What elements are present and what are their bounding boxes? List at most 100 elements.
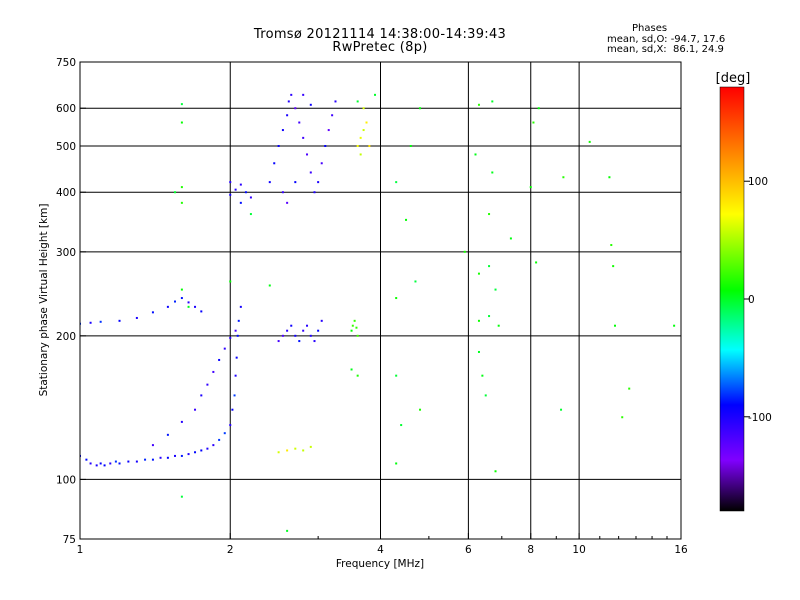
data-point-s1-10: [234, 329, 237, 332]
data-point-s6-6: [359, 153, 362, 156]
data-point-s7-0: [350, 329, 353, 332]
data-point-s0-21: [212, 444, 215, 447]
data-point-s0-9: [127, 460, 130, 463]
data-point-s5-6: [290, 93, 293, 96]
data-point-s6-4: [368, 144, 371, 147]
data-point-s1-1: [166, 433, 169, 436]
data-point-s0-30: [237, 319, 240, 322]
data-point-s3-8: [309, 334, 312, 337]
data-point-s7-3: [355, 326, 358, 329]
data-point-s5-10: [306, 153, 309, 156]
data-point-s3-1: [281, 334, 284, 337]
colorbar-label: [deg]: [716, 71, 751, 86]
data-point-s3-7: [306, 324, 309, 327]
data-point-s9-1: [180, 121, 183, 124]
data-point-s0-8: [118, 462, 121, 465]
data-point-s9-53: [613, 324, 616, 327]
y-axis-label: Stationary phase Virtual Height [km]: [38, 204, 50, 397]
data-point-s9-23: [414, 280, 417, 283]
data-point-s5-0: [268, 181, 271, 184]
data-point-s0-25: [231, 408, 234, 411]
data-point-s5-1: [273, 162, 276, 165]
y-tick-label: 600: [56, 103, 76, 115]
data-point-s5-14: [320, 162, 323, 165]
data-point-s8-3: [302, 449, 305, 452]
data-point-s9-32: [481, 374, 484, 377]
data-point-s2-10: [194, 305, 197, 308]
data-point-s0-19: [200, 449, 203, 452]
data-point-s9-12: [350, 368, 353, 371]
data-point-s9-0: [180, 103, 183, 106]
data-point-s3-0: [277, 340, 280, 343]
data-point-s9-7: [187, 305, 190, 308]
data-point-s1-6: [212, 370, 215, 373]
data-point-s9-2: [180, 186, 183, 189]
data-point-s9-11: [286, 529, 289, 532]
data-point-s7-2: [353, 319, 356, 322]
data-point-s3-5: [298, 340, 301, 343]
data-point-s9-25: [419, 107, 422, 110]
data-point-s9-49: [588, 140, 591, 143]
data-point-s6-5: [362, 107, 365, 110]
data-point-s2-5: [151, 311, 154, 314]
data-point-s4-4: [249, 196, 252, 199]
data-point-s0-16: [180, 454, 183, 457]
y-tick-label: 300: [56, 247, 76, 259]
data-point-s2-1: [89, 321, 92, 324]
data-point-s8-0: [277, 451, 280, 454]
data-point-s5-3: [281, 129, 284, 132]
data-point-s9-47: [560, 408, 563, 411]
x-tick-label: 1: [77, 544, 84, 556]
data-point-s9-22: [409, 144, 412, 147]
data-point-s4-1: [234, 188, 237, 191]
data-point-s0-11: [144, 458, 147, 461]
phases-header: Phases: [632, 23, 668, 34]
colorbar-ticks: 100 0 -100: [744, 176, 772, 424]
data-point-s9-13: [356, 374, 359, 377]
data-point-s9-8: [229, 280, 232, 283]
data-point-s5-18: [334, 100, 337, 103]
data-point-s9-36: [488, 315, 491, 318]
data-point-s5-9: [302, 136, 305, 139]
x-tick-label: 2: [227, 544, 234, 556]
y-tick-label: 75: [63, 534, 76, 546]
axis-ticks: 1 2 4 6 8 10 16 75 100 200 300 400 500 600 750: [56, 57, 688, 556]
data-point-s9-10: [268, 284, 271, 287]
data-point-s8-2: [294, 447, 297, 450]
data-point-s0-5: [103, 464, 106, 467]
data-point-s0-2: [89, 462, 92, 465]
data-point-s0-24: [229, 424, 232, 427]
data-point-s3-3: [290, 324, 293, 327]
data-point-s9-27: [474, 153, 477, 156]
data-point-s9-28: [477, 103, 480, 106]
data-point-s9-43: [529, 186, 532, 189]
data-point-s9-3: [180, 201, 183, 204]
data-point-s0-23: [223, 432, 226, 435]
data-point-s5-23: [309, 103, 312, 106]
data-point-s9-26: [463, 250, 466, 253]
phase-stats-o: mean, sd,O: -94.7, 17.6: [607, 34, 726, 45]
data-point-s1-8: [223, 347, 226, 350]
data-point-s9-5: [180, 288, 183, 291]
data-point-s9-14: [356, 100, 359, 103]
data-point-s4-0: [229, 193, 232, 196]
data-point-s0-6: [109, 462, 112, 465]
data-point-s5-15: [324, 144, 327, 147]
data-point-s5-21: [294, 181, 297, 184]
x-tick-label: 10: [572, 544, 585, 556]
data-point-s3-9: [313, 340, 316, 343]
y-tick-label: 200: [56, 331, 76, 343]
data-point-s6-2: [362, 129, 365, 132]
data-points: [80, 93, 676, 532]
data-point-s7-1: [351, 324, 354, 327]
data-point-s0-12: [151, 458, 154, 461]
data-point-s3-2: [286, 329, 289, 332]
data-point-s5-12: [313, 191, 316, 194]
x-tick-label: 8: [527, 544, 534, 556]
data-point-s4-2: [239, 183, 242, 186]
data-point-s3-11: [320, 319, 323, 322]
data-point-s2-11: [200, 310, 203, 313]
data-point-s9-19: [395, 462, 398, 465]
data-point-s1-0: [151, 444, 154, 447]
